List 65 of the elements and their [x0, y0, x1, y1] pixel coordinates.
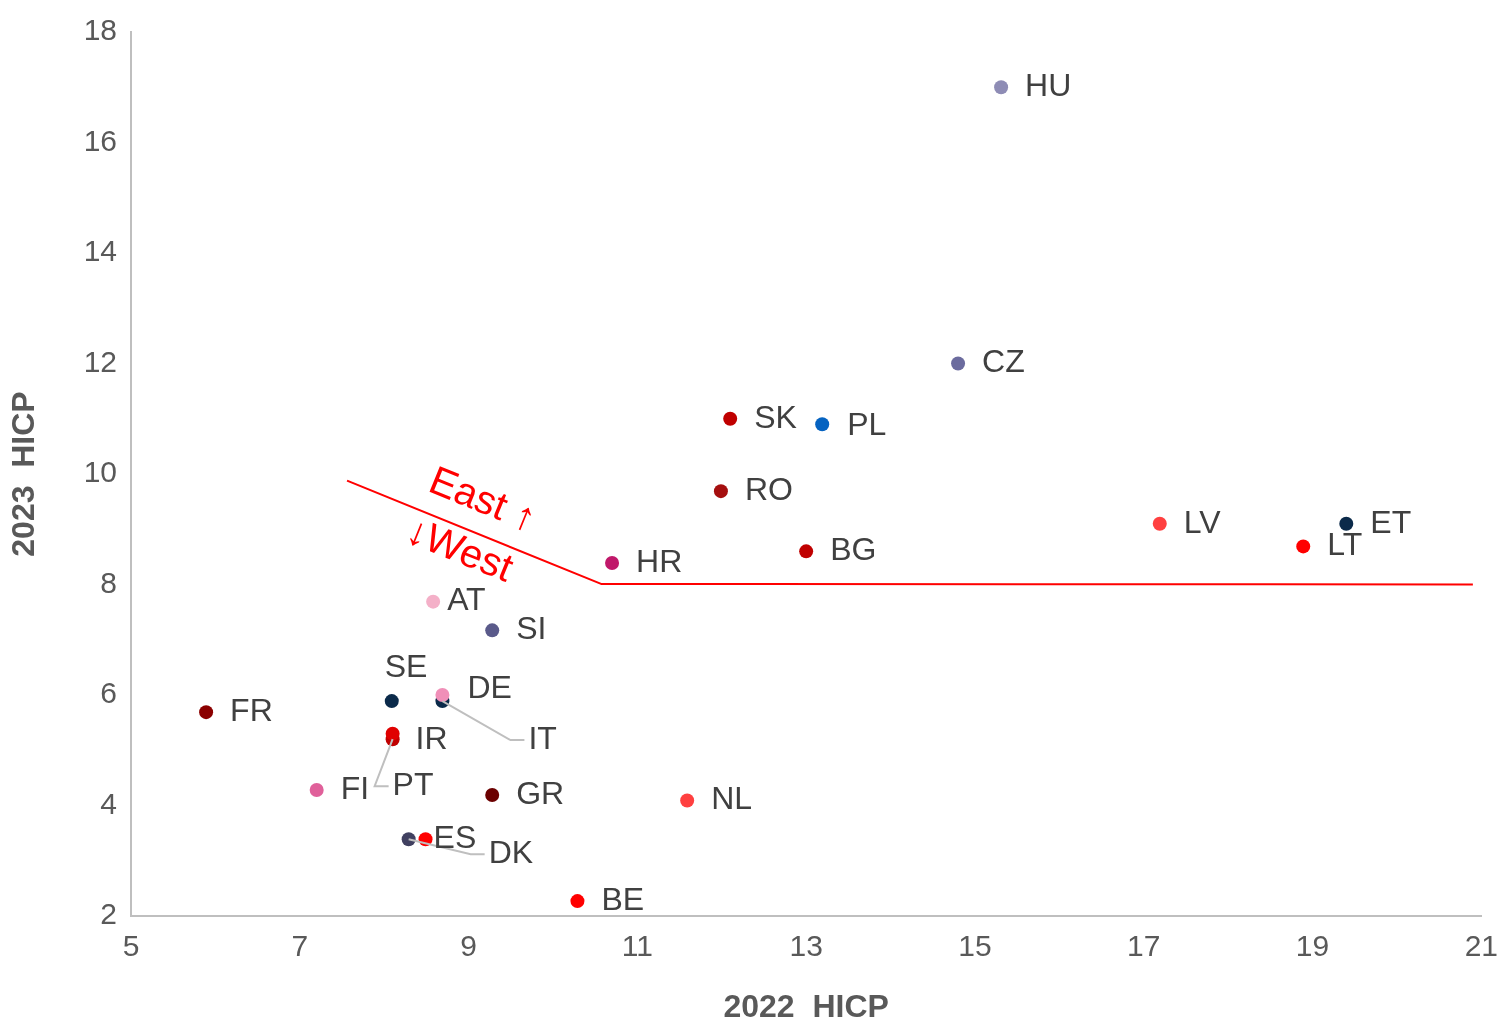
point — [713, 484, 728, 499]
point — [1339, 516, 1354, 531]
point — [385, 726, 400, 741]
y-tick-label: 18 — [83, 13, 117, 47]
x-tick-label: 15 — [958, 929, 992, 963]
series-label: BG — [830, 531, 877, 568]
series-label: HR — [636, 542, 683, 579]
y-tick-label: 6 — [100, 676, 117, 710]
series-label: ES — [433, 819, 477, 856]
y-tick-label: 10 — [83, 455, 117, 489]
x-tick-label: 13 — [789, 929, 823, 963]
x-tick-label: 11 — [621, 929, 653, 963]
point — [723, 411, 738, 426]
series-label: DE — [467, 668, 512, 705]
point — [199, 705, 214, 720]
point — [799, 544, 814, 559]
text: DK — [488, 834, 534, 871]
series-label: SK — [754, 398, 797, 435]
point — [485, 788, 500, 802]
series-label: GR — [516, 774, 565, 811]
text: IT — [528, 719, 557, 756]
y-axis-title: 2023 HICP — [5, 391, 42, 557]
series-label: FR — [230, 691, 273, 728]
x-tick-label: 9 — [460, 929, 477, 963]
series-label: CZ — [982, 343, 1025, 380]
point — [309, 783, 324, 798]
point — [435, 688, 450, 702]
series-label: BE — [601, 880, 645, 917]
series-label: LV — [1183, 503, 1222, 540]
series-label: PL — [847, 406, 887, 443]
point — [605, 555, 620, 570]
point — [1296, 539, 1311, 554]
point — [426, 594, 441, 609]
point — [401, 832, 416, 847]
series-label: FI — [340, 769, 370, 806]
point — [815, 417, 830, 432]
series-label: NL — [711, 780, 753, 817]
point — [485, 623, 500, 638]
y-tick-label: 14 — [83, 234, 117, 268]
series-label: SI — [516, 610, 547, 647]
y-tick-label: 12 — [83, 344, 117, 378]
point — [1152, 516, 1167, 531]
x-axis-title: 2022 HICP — [723, 987, 889, 1024]
series-label: RO — [744, 470, 793, 507]
series-label: PT — [392, 766, 434, 803]
y-tick-label: 16 — [83, 123, 117, 157]
series-label: SE — [384, 647, 428, 684]
point — [384, 694, 399, 709]
series-label: HU — [1025, 67, 1072, 104]
point — [570, 894, 585, 909]
x-tick-label: 21 — [1464, 929, 1498, 963]
x-tick-label: 17 — [1127, 929, 1161, 963]
point — [951, 356, 966, 371]
y-tick-label: 2 — [100, 897, 117, 931]
point — [994, 80, 1009, 95]
series-label: LT — [1327, 526, 1363, 563]
point — [680, 793, 695, 808]
y-tick-label: 4 — [100, 786, 117, 820]
series-label: IR — [415, 719, 448, 756]
series-label: ET — [1370, 503, 1412, 540]
y-tick-label: 8 — [100, 565, 117, 599]
x-tick-label: 19 — [1295, 929, 1330, 963]
x-tick-label: 7 — [291, 929, 309, 963]
series-label: AT — [447, 581, 486, 618]
x-tick-label: 5 — [122, 929, 140, 963]
